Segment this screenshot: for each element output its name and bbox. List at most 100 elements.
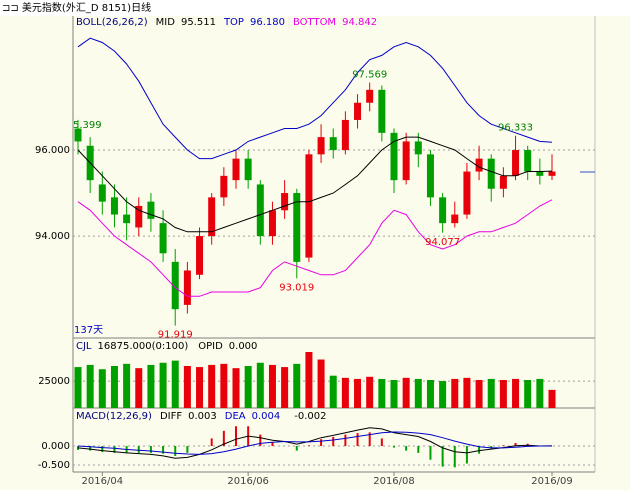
candle-body [451,214,459,224]
series-line [77,431,553,455]
candle-body [354,102,362,120]
series-line [77,427,553,459]
legend-text: DIFF [160,411,182,422]
candle-body [98,184,106,202]
volume-bar [463,377,471,408]
volume-bar [171,360,179,408]
volume-bar [305,352,313,408]
series-line [77,37,553,160]
candle-body [281,193,289,211]
candle-body [256,184,264,237]
volume-bar [439,381,447,408]
candle-body [196,236,204,275]
candle-body [499,175,507,189]
legend-text: 94.842 [342,17,377,28]
candle-body [402,141,410,181]
volume-bar [402,377,410,408]
volume-bar [548,389,556,408]
candle-body [74,128,82,142]
legend-text: 16875.000(0:100) [98,341,189,352]
candle-body [171,261,179,310]
legend-text: -0.002 [294,411,326,422]
candle-body [305,154,313,258]
candle-body [268,210,276,237]
candle-body [366,89,374,103]
volume-bar [98,369,106,408]
candle-body [426,154,434,198]
candle-body [439,197,447,224]
candle-body [232,158,240,181]
candle-body [390,132,398,181]
extreme-label: 91.919 [158,330,193,341]
candle-body [378,89,386,133]
candle-body [208,197,216,237]
legend-text: 96.180 [250,17,285,28]
volume-bar [196,367,204,408]
candle-body [244,158,252,181]
legend-text: BOLL(26,26,2) [76,17,148,28]
candle-body [548,171,556,176]
series-line [77,136,553,233]
volume-bar [256,362,264,408]
volume-bar [232,368,240,408]
volume-bar [414,378,422,408]
extreme-label: 5.399 [73,120,102,131]
volume-bar [475,380,483,408]
chart-title: ⊐⊐ 美元指数(外汇_D 8151)日线 [2,1,151,14]
volume-bar [208,364,216,408]
legend-text: CJL [76,341,92,352]
volume-bar [135,368,143,408]
volume-bar [293,363,301,408]
legend-text: DEA [225,411,246,422]
volume-bar [147,364,155,408]
y-tick-label: 94.000 [35,231,70,242]
candle-body [487,158,495,189]
legend-text: MACD(12,26,9) [76,411,152,422]
volume-bar [378,378,386,408]
candle-body [536,171,544,176]
macd-header: MACD(12,26,9) DIFF 0.003 DEA 0.004 -0.002 [76,411,327,422]
volume-bar [123,363,131,408]
y-tick-label: 96.000 [35,145,70,156]
volume-bar [86,364,94,408]
volume-bar [354,378,362,408]
legend-text: 0.004 [252,411,281,422]
candle-body [463,171,471,215]
volume-bar [268,364,276,408]
candle-body [293,193,301,262]
x-tick-label: 2016/09 [531,476,573,487]
candle-body [414,141,422,155]
candle-body [147,201,155,219]
legend-text: MID [156,17,176,28]
volume-bar [159,362,167,408]
volume-bar [366,376,374,408]
days-label: 137天 [74,325,103,336]
volume-bar [499,380,507,408]
extreme-label: 93.019 [279,282,314,293]
volume-bar [110,366,118,408]
candle-body [159,223,167,254]
volume-bar [244,366,252,408]
candle-body [317,137,325,155]
volume-bar [317,359,325,408]
extreme-label: 96.333 [498,123,533,134]
candle-body [135,205,143,228]
volume-bar [220,363,228,408]
candle-body [123,214,131,224]
volume-bar [524,380,532,408]
volume-bar [487,378,495,408]
candle-body [183,270,191,305]
x-tick-label: 2016/08 [373,476,415,487]
series-line [77,199,553,297]
volume-bar [329,375,337,408]
legend-text: TOP [223,17,244,28]
candle-body [341,119,349,151]
legend-text: BOTTOM [293,17,336,28]
volume-header: CJL 16875.000(0:100) OPID 0.000 [76,341,257,352]
legend-text: 0.000 [229,341,258,352]
x-tick-label: 2016/06 [227,476,269,487]
extreme-label: 94.077 [425,237,460,248]
candle-body [329,137,337,151]
volume-bar [512,378,520,408]
